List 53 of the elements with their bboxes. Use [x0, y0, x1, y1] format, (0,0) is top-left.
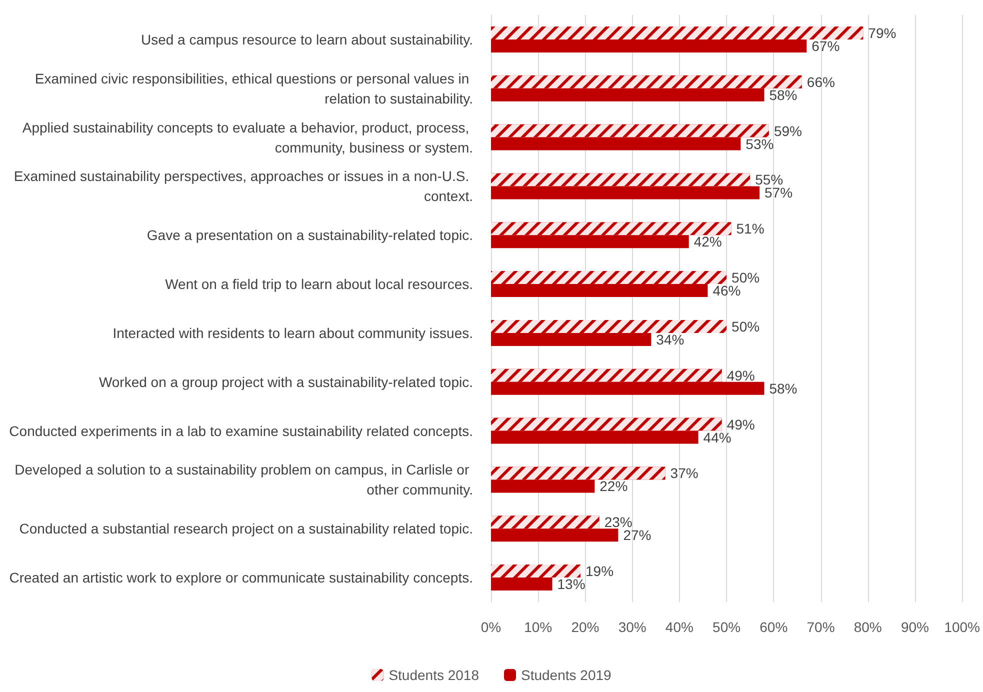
data-label: 58% [769, 380, 798, 396]
data-label: 34% [656, 331, 684, 348]
data-label: 37% [670, 465, 698, 482]
bar [491, 480, 595, 493]
data-label: 42% [694, 234, 722, 250]
y-tick-label: Interacted with residents to learn about community issues. [112, 324, 473, 341]
x-tick-label: 50% [712, 619, 741, 635]
x-tick-label: 10% [524, 619, 552, 635]
y-tick-label: Created an artistic work to explore or communicate sustainability concepts. [9, 570, 473, 586]
data-label: 58% [769, 86, 798, 103]
bar [491, 578, 552, 591]
data-label: 51% [736, 220, 764, 237]
y-tick-label: Applied sustainability concepts to evaluate a behavior, product, process, community, business or system. [22, 119, 473, 156]
y-tick-label: Gave a presentation on a sustainability-related topic. [146, 227, 473, 244]
data-label: 53% [746, 136, 774, 152]
bar [491, 39, 807, 52]
data-label: 13% [557, 576, 586, 592]
x-tick-label: 80% [854, 619, 882, 635]
bar [491, 430, 698, 444]
legend-label: Students 2018 [388, 667, 480, 683]
y-tick-label: Conducted experiments in a lab to examine sustainability related concepts. [9, 422, 473, 439]
x-tick-label: 30% [618, 619, 646, 635]
data-label: 66% [806, 74, 835, 90]
x-tick-label: 90% [900, 619, 930, 635]
data-label: 67% [812, 38, 840, 54]
x-tick-label: 60% [760, 619, 788, 635]
y-tick-label: Went on a field trip to learn about local resources. [165, 276, 473, 292]
y-tick-label: Examined sustainability perspectives, approaches or issues in a non-U.S. context. [14, 168, 473, 204]
x-tick-label: 0% [480, 619, 502, 635]
y-tick-label: Examined civic responsibilities, ethical questions or personal values in relation to sustainability. [34, 70, 473, 106]
legend-label: Students 2019 [521, 667, 612, 683]
x-tick-label: 70% [806, 619, 835, 635]
x-tick-label: 20% [571, 619, 600, 635]
y-tick-label: Used a campus resource to learn about sustainability. [140, 31, 473, 48]
bar [491, 235, 689, 248]
data-label: 22% [600, 478, 628, 494]
data-label: 49% [726, 367, 755, 384]
bar [491, 137, 741, 150]
x-tick-label: 40% [665, 619, 694, 635]
y-tick-label: Worked on a group project with a sustainability-related topic. [98, 374, 473, 390]
y-tick-label: Conducted a substantial research project on a sustainability related topic. [19, 520, 473, 537]
bar [491, 284, 708, 298]
data-label: 79% [868, 24, 896, 41]
data-label: 50% [732, 318, 760, 334]
x-tick-label: 100% [944, 619, 980, 635]
bar [491, 528, 618, 542]
y-tick-label: Developed a solution to a sustainability problem on campus, in Carlisle or other community. [14, 462, 473, 498]
data-label: 19% [586, 563, 614, 580]
bar [491, 332, 652, 346]
data-label: 59% [774, 122, 802, 139]
bar [491, 186, 760, 200]
bar [491, 88, 764, 102]
bar [491, 382, 764, 395]
